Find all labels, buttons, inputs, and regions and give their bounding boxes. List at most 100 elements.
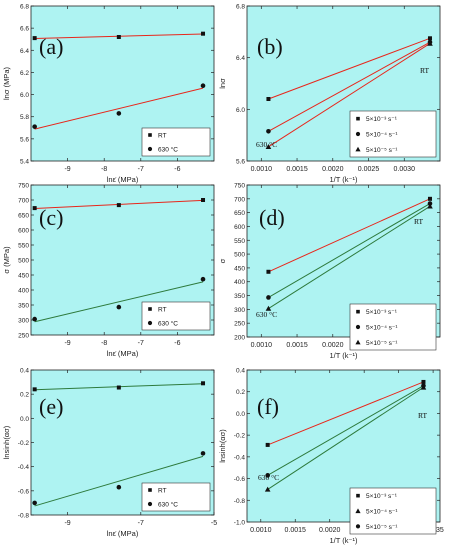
x-tick-label: 0.0020 (319, 527, 341, 534)
data-point (116, 385, 121, 390)
legend-label: 630 °C (158, 320, 178, 328)
fit-line (34, 455, 204, 507)
y-tick-label: 650 (234, 210, 245, 217)
legend-label: RT (158, 307, 167, 314)
y-tick-label: 450 (234, 265, 245, 272)
y-tick-label: -0.8 (234, 498, 246, 505)
y-tick-label: 5.6 (20, 136, 29, 143)
x-axis-label: lnε̇ (MPa) (107, 175, 139, 184)
fit-line (268, 203, 431, 298)
panel-letter: (c) (39, 205, 63, 230)
legend-marker (148, 133, 152, 137)
chart-panel: -9 -7 -5 -0.8 -0.6 -0.4 -0.2 0.0 0.2 0.4 lnε̇ (MPa… (2, 368, 217, 539)
legend-label: 5×10⁻³ s⁻¹ (366, 493, 398, 500)
y-tick-label: 700 (234, 196, 245, 203)
x-tick-label: -9 (64, 340, 70, 347)
y-axis-label: lnsinh(ασ) (218, 429, 227, 463)
chart-panel: 0.00100.00150.00200.00250.00302002503003… (218, 183, 441, 360)
y-tick-label: 5.8 (20, 114, 29, 121)
annotation: 630 °C (256, 140, 277, 149)
legend-label: 5×10⁻⁵ s⁻¹ (366, 340, 398, 347)
legend-box (141, 482, 211, 512)
panel-letter: (f) (257, 394, 279, 419)
data-point (427, 36, 432, 41)
y-tick-label: 500 (234, 252, 245, 259)
data-point (200, 276, 206, 282)
annotation: RT (420, 66, 430, 75)
y-tick-label: 0.4 (20, 368, 29, 375)
y-tick-label: 0.2 (236, 389, 245, 396)
data-point (427, 196, 432, 201)
fit-line (268, 37, 431, 100)
data-point (32, 206, 37, 211)
data-point (32, 124, 37, 129)
y-tick-label: -0.6 (18, 488, 30, 495)
y-tick-label: 400 (234, 279, 245, 286)
x-tick-label: -6 (174, 340, 180, 347)
data-point (265, 143, 272, 150)
y-tick-label: 750 (18, 183, 29, 190)
legend-marker (355, 508, 361, 514)
legend-box (349, 487, 437, 535)
legend-box (141, 301, 211, 331)
y-axis-label: σ (MPa) (2, 246, 11, 274)
legend-label: RT (158, 133, 167, 140)
legend-marker (356, 493, 360, 498)
data-point (32, 500, 37, 506)
data-point (266, 295, 271, 300)
data-point (116, 304, 122, 310)
legend-marker (148, 307, 152, 311)
data-point (421, 379, 426, 384)
y-tick-label: -0.4 (18, 464, 30, 471)
fit-line (268, 41, 431, 132)
y-tick-label: 6.8 (20, 4, 29, 11)
data-point (427, 40, 433, 46)
data-point (32, 36, 37, 41)
data-point (427, 203, 433, 209)
legend-marker (355, 146, 361, 152)
y-tick-label: 750 (234, 183, 245, 190)
y-axis-label: lnsinh(ασ) (2, 425, 11, 459)
annotation: 630 °C (256, 310, 277, 319)
x-axis-label: 1/T (k⁻¹) (330, 536, 358, 545)
y-tick-label: -0.8 (18, 513, 30, 520)
x-tick-label: -8 (101, 340, 107, 347)
y-tick-label: 0.2 (20, 392, 29, 399)
y-tick-label: 350 (18, 303, 29, 310)
data-point (200, 451, 206, 456)
data-point (200, 83, 206, 89)
x-axis-label: 1/T (k⁻¹) (330, 351, 358, 360)
legend-marker (355, 131, 361, 137)
legend-marker (356, 309, 360, 314)
data-point (201, 31, 206, 36)
y-tick-label: 650 (18, 213, 29, 220)
y-tick-label: 250 (18, 333, 29, 340)
x-tick-label: -5 (211, 520, 217, 527)
x-tick-label: 0.0030 (394, 166, 416, 173)
x-tick-label: 0.0010 (251, 342, 273, 349)
fit-line (268, 198, 431, 273)
data-point (266, 97, 271, 101)
data-point (264, 486, 271, 492)
legend-label: 5×10⁻⁵ s⁻¹ (366, 524, 398, 531)
legend-label: 5×10⁻⁴ s⁻¹ (366, 132, 398, 139)
y-tick-label: 450 (18, 273, 29, 280)
legend-marker (355, 339, 361, 345)
x-tick-label: 0.0010 (251, 166, 273, 173)
y-tick-label: 300 (234, 307, 245, 314)
panel-letter: (e) (39, 394, 63, 419)
data-point (32, 316, 37, 322)
x-tick-label: 0.0015 (285, 527, 307, 534)
data-point (266, 269, 271, 274)
y-tick-label: 700 (18, 198, 29, 205)
legend-marker (147, 501, 153, 507)
x-tick-label: 0.0015 (286, 342, 308, 349)
legend-label: 5×10⁻⁴ s⁻¹ (366, 325, 398, 332)
chart-panel: -9 -8 -7 -6 250 300 350 400 450 500 550 600 650 700 75… (2, 183, 215, 358)
y-tick-label: 5.6 (236, 159, 245, 166)
x-axis-label: 1/T (k⁻¹) (330, 175, 358, 184)
data-point (32, 387, 37, 392)
data-point (421, 383, 426, 389)
legend-label: 5×10⁻⁴ s⁻¹ (366, 509, 398, 516)
fit-line (267, 385, 424, 476)
